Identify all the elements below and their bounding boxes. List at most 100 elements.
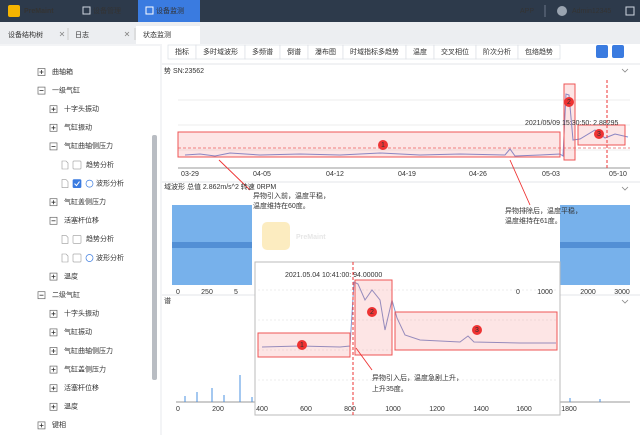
tree-label[interactable]: 十字头振动 [64,309,99,318]
tree-label[interactable]: 趋势分析 [86,160,114,169]
wave-icon [85,179,94,188]
file-icon [61,253,69,263]
x-tick-label: 400 [256,406,268,413]
tree-label[interactable]: 波形分析 [96,178,124,187]
tab[interactable]: 日志 [75,30,89,39]
x-tick-label: 1600 [516,406,532,413]
tree-toggle-sign[interactable] [51,386,56,391]
marker-number: 1 [381,142,385,149]
tree-toggle-sign[interactable] [51,274,56,279]
tree-label[interactable]: 波形分析 [96,253,124,262]
toolbar-label[interactable]: 多频谱 [252,47,273,56]
marker-number: 2 [370,309,374,316]
annotation: 异物引入后，温度急剧上升， [372,373,463,382]
toolbar-label[interactable]: 瀑布图 [315,47,336,56]
nav-item[interactable]: 设备监测 [156,6,184,15]
nav-icon [145,6,154,15]
tree-toggle-sign[interactable] [51,311,56,316]
tree-checkbox[interactable] [72,179,82,188]
tool-button[interactable] [596,45,608,58]
annotation: 上升35度。 [372,384,408,393]
annotation: 异物引入前，温度平稳， [253,191,330,200]
arrow [355,347,373,371]
tree-toggle-sign[interactable] [51,349,56,353]
tree-label[interactable]: 趋势分析 [86,234,114,243]
tree-label[interactable]: 气缸振动 [64,123,92,132]
x-tick-label: 1400 [473,406,489,413]
tree-label[interactable]: 活塞杆位移 [64,216,99,225]
tree-label[interactable]: 一级气缸 [52,85,80,94]
app-link[interactable]: APP [520,8,534,15]
watermark: PreMaint [296,234,326,241]
tree-toggle-sign[interactable] [51,367,56,372]
tab[interactable]: 状态监测 [143,30,171,39]
logout-icon[interactable] [625,6,635,16]
tree-toggle-sign[interactable] [51,330,56,335]
marker-number: 1 [300,342,304,349]
toolbar-tab[interactable] [517,44,561,60]
tree-label[interactable]: 十字头振动 [64,104,99,113]
tree-toggle-sign[interactable] [51,125,56,130]
watermark-icon [262,222,290,250]
marker-badge [564,97,574,107]
x-tick-label: 1800 [561,406,577,413]
toolbar-label[interactable]: 时域指标多趋势 [350,47,399,56]
annotation: 温度维持在61度。 [505,216,562,225]
wave-chart [172,205,630,285]
marker-badge [594,129,604,139]
tree-label[interactable]: 活塞杆位移 [64,383,99,392]
x-tick-label: 2000 [580,289,596,296]
file-icon [61,160,69,170]
x-tick-label: 5 [234,289,238,296]
tree-toggle-sign[interactable] [39,423,44,428]
tree-toggle-sign[interactable] [39,70,44,74]
marker-badge [378,140,388,150]
trend-line [184,93,629,157]
arrow [218,159,531,206]
tree-label[interactable]: 气缸盖侧压力 [64,364,106,373]
tree-label[interactable]: 温度 [64,402,78,411]
tree-toggle-sign[interactable] [51,404,56,409]
tab[interactable]: 设备结构树 [8,30,43,39]
tooltip: 2021/05/09 15:30:50: 2.88295 [525,120,619,127]
toolbar-label[interactable]: 指标 [175,47,189,56]
tree-label[interactable]: 温度 [64,271,78,280]
tree-toggle-sign[interactable] [51,200,56,205]
tool-button[interactable] [612,45,624,58]
toolbar-label[interactable]: 倒谱 [287,47,301,56]
marker-badge [472,325,482,335]
toolbar-label[interactable]: 多时域波形 [203,47,238,56]
tree-label[interactable]: 气缸曲轴侧压力 [64,141,113,150]
x-tick-label: 1000 [537,289,553,296]
x-tick-label: 250 [201,289,213,296]
tree-label[interactable]: 气缸盖侧压力 [64,197,106,206]
tree-label[interactable]: 曲轴箱 [52,67,73,76]
collapse-icon[interactable] [621,68,629,304]
tree-label[interactable]: 键相 [52,420,66,429]
avatar [557,6,567,16]
tab-bar [0,22,640,44]
tab-close[interactable] [59,31,130,37]
panel-title: 域波形 总值 2.862m/s^2 转速 0RPM [164,182,276,191]
toolbar-label[interactable]: 温度 [413,47,427,56]
toolbar-label[interactable]: 交叉相位 [441,47,469,56]
toolbar-label[interactable]: 包络趋势 [525,47,553,56]
tree-toggle-sign[interactable] [51,107,56,112]
nav-item[interactable]: 设备管理 [93,6,121,15]
scrollbar[interactable] [152,135,157,380]
x-tick-label: 04-05 [253,171,271,178]
tree-label[interactable]: 气缸振动 [64,327,92,336]
marker-number: 3 [475,327,479,334]
tree-label[interactable]: 气缸曲轴侧压力 [64,346,113,355]
tree-label[interactable]: 二级气缸 [52,290,80,299]
tree-checkbox[interactable] [72,235,82,244]
tab-active [136,26,200,44]
toolbar-label[interactable]: 阶次分析 [483,47,511,56]
annotation: 温度维持在60度。 [253,201,310,210]
x-tick-label: 800 [344,406,356,413]
x-tick-label: 03-29 [181,171,199,178]
tree-checkbox[interactable] [72,253,82,263]
tree-checkbox[interactable] [72,160,82,170]
user-name[interactable]: Admin12345 [572,8,611,15]
